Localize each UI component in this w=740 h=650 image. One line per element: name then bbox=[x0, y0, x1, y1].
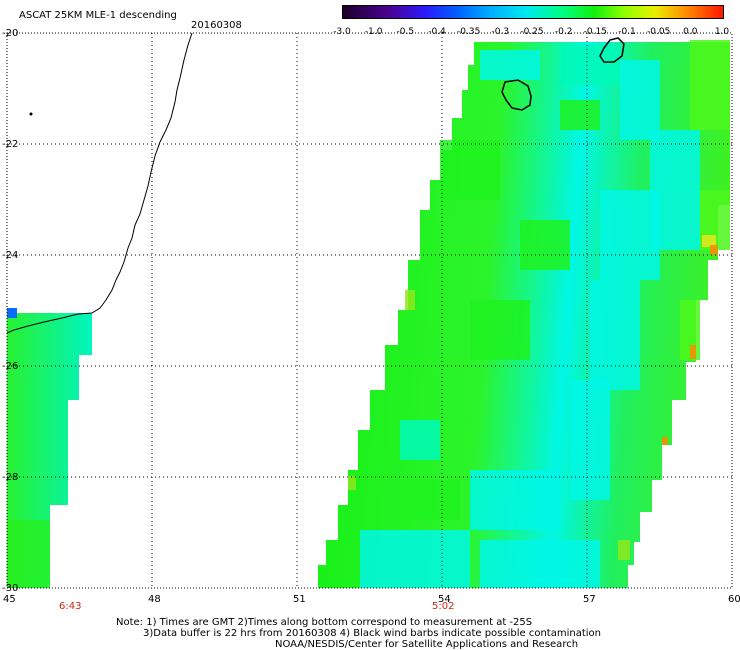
lon-label: 51 bbox=[293, 594, 306, 605]
lon-label: 60 bbox=[728, 594, 740, 605]
swath-pixel bbox=[400, 420, 440, 460]
swath-pixel bbox=[480, 50, 540, 80]
swath-pixel bbox=[520, 220, 570, 270]
map-frame bbox=[6, 32, 733, 589]
colorbar-tick-label: -0.25 bbox=[520, 27, 544, 37]
lon-label: 48 bbox=[148, 594, 161, 605]
colorbar-tick-label: -3.0 bbox=[333, 27, 351, 37]
swath-pixel bbox=[620, 60, 660, 140]
lon-label: 57 bbox=[583, 594, 596, 605]
swath-pixel bbox=[690, 345, 696, 359]
lat-label: -26 bbox=[2, 361, 19, 372]
swath-pixel bbox=[440, 140, 500, 200]
swath-pixel bbox=[405, 290, 415, 310]
colorbar bbox=[342, 5, 724, 19]
note-line-3: NOAA/NESDIS/Center for Satellite Applica… bbox=[275, 639, 579, 650]
colorbar-tick-label: -0.4 bbox=[428, 27, 446, 37]
lon-label: 45 bbox=[3, 594, 16, 605]
lon-label: 54 bbox=[438, 594, 451, 605]
pass-time-label: 6:43 bbox=[59, 601, 82, 612]
swath-pixel bbox=[400, 480, 460, 520]
lat-label: -24 bbox=[2, 250, 19, 261]
coastline bbox=[6, 32, 193, 334]
swath-pixel bbox=[702, 235, 716, 247]
colorbar-tick-label: -0.5 bbox=[396, 27, 415, 37]
note-line-1: Note: 1) Times are GMT 2)Times along bot… bbox=[116, 617, 533, 628]
note-line-2: 3)Data buffer is 22 hrs from 20160308 4)… bbox=[143, 628, 601, 639]
swath-pixel bbox=[618, 540, 630, 560]
swath-pixel bbox=[690, 40, 730, 130]
swath-pixel bbox=[348, 476, 356, 490]
pass-time-label: 5:02 bbox=[432, 601, 455, 612]
colorbar-tick-label: -0.15 bbox=[583, 27, 607, 37]
swath-pixel bbox=[590, 280, 640, 390]
swath-pixel bbox=[470, 300, 530, 360]
swath-pixel bbox=[570, 380, 610, 500]
swath-pixel bbox=[480, 540, 600, 588]
swath-pixel bbox=[600, 190, 660, 280]
reunion-island bbox=[501, 79, 532, 111]
colorbar-tick-label: -0.1 bbox=[618, 27, 636, 37]
swath-pixel bbox=[470, 470, 560, 530]
lat-label: -22 bbox=[2, 139, 19, 150]
colorbar-tick-label: -0.2 bbox=[554, 27, 573, 37]
colorbar-tick-label: -1.0 bbox=[364, 27, 383, 37]
left-swath bbox=[7, 313, 92, 588]
swath-pixel bbox=[710, 245, 718, 255]
islet-dot bbox=[29, 112, 33, 116]
colorbar-tick-label: -0.3 bbox=[491, 27, 510, 37]
swath-pixel bbox=[7, 308, 17, 318]
swath-pixel bbox=[7, 520, 50, 588]
lat-label: -30 bbox=[2, 583, 19, 594]
colorbar-tick-label: 1.0 bbox=[714, 27, 730, 37]
colorbar-tick-label: -0.35 bbox=[457, 27, 481, 37]
swath-pixel bbox=[662, 437, 668, 445]
swath-pixel bbox=[560, 100, 600, 130]
colorbar-tick-label: 0.0 bbox=[683, 27, 698, 37]
swath-pixel bbox=[360, 530, 470, 588]
colorbar-tick-label: -0.05 bbox=[647, 27, 671, 37]
swath-pixel bbox=[560, 45, 620, 85]
map-date: 20160308 bbox=[191, 20, 242, 31]
lat-label: -20 bbox=[2, 28, 19, 39]
lat-label: -28 bbox=[2, 472, 19, 483]
mauritius-island bbox=[599, 37, 625, 63]
map-title: ASCAT 25KM MLE-1 descending bbox=[19, 10, 177, 21]
